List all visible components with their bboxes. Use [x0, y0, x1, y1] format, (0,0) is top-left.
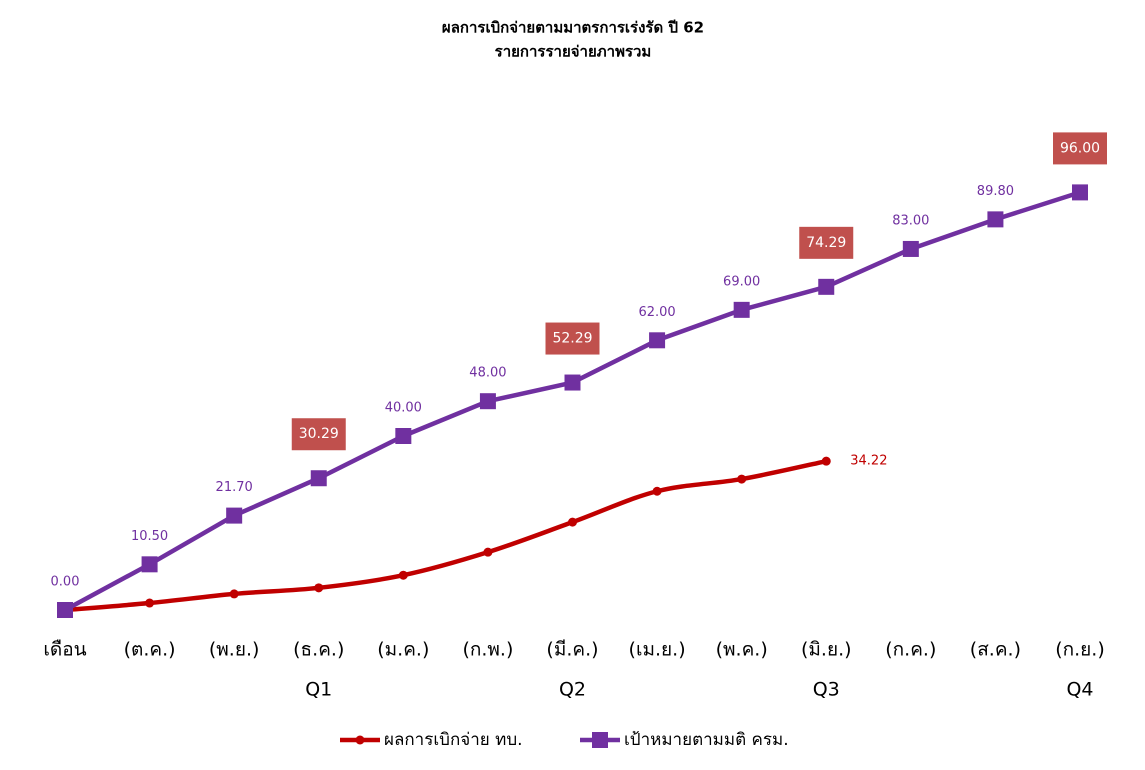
- chart-title: ผลการเบิกจ่ายตามมาตรการเร่งรัด ปี 62: [442, 19, 704, 37]
- data-label: 74.29: [806, 235, 846, 251]
- data-label: 96.00: [1060, 140, 1100, 156]
- legend-label: เป้าหมายตามมติ ครม.: [624, 730, 789, 750]
- data-label: 52.29: [552, 331, 592, 347]
- x-tick-label: (มิ.ย.): [801, 639, 852, 661]
- point: [733, 301, 750, 318]
- x-tick-label: (ธ.ค.): [293, 639, 344, 661]
- x-tick-label: (ก.ค.): [885, 639, 936, 661]
- x-tick-label: (ส.ค.): [970, 639, 1021, 661]
- x-tick-label: (มี.ค.): [546, 639, 598, 661]
- point: [568, 517, 577, 527]
- point: [57, 602, 73, 618]
- point: [310, 470, 327, 487]
- point: [226, 507, 243, 524]
- data-label: 40.00: [385, 401, 422, 416]
- x-tick-label: (พ.ค.): [716, 639, 768, 661]
- data-label: 30.29: [299, 426, 339, 442]
- legend-marker: [355, 735, 365, 745]
- data-label: 89.80: [977, 184, 1014, 199]
- x-tick-label: (ก.ย.): [1055, 639, 1105, 661]
- label-box: [291, 418, 346, 451]
- point: [987, 211, 1004, 228]
- point: [821, 456, 831, 466]
- x-tick-label: (ก.พ.): [462, 639, 513, 661]
- point: [483, 547, 493, 557]
- x-tick-label: เดือน: [43, 639, 86, 661]
- label-box: [1053, 132, 1107, 165]
- quarter-label: Q1: [305, 679, 332, 701]
- point: [479, 393, 496, 410]
- point: [314, 583, 324, 593]
- data-label: 48.00: [469, 366, 506, 381]
- x-tick-label: (เม.ย.): [629, 639, 686, 661]
- point: [141, 556, 158, 573]
- point: [229, 589, 239, 599]
- series-line: [64, 458, 827, 613]
- quarter-label: Q2: [559, 679, 586, 701]
- data-label: 83.00: [892, 213, 929, 228]
- legend-label: ผลการเบิกจ่าย ทบ.: [384, 730, 523, 750]
- data-label: 21.70: [216, 480, 253, 495]
- x-tick-label: (ม.ค.): [377, 639, 429, 661]
- quarter-label: Q4: [1066, 679, 1093, 701]
- series-line: [63, 190, 1081, 612]
- data-label: 62.00: [638, 305, 675, 320]
- x-tick-label: (ต.ค.): [124, 639, 176, 661]
- point: [818, 278, 835, 295]
- point: [145, 598, 155, 608]
- data-label: 0.00: [51, 575, 80, 590]
- chart-subtitle: รายการรายจ่ายภาพรวม: [495, 43, 652, 61]
- point: [395, 428, 412, 444]
- data-label: 34.22: [850, 454, 887, 469]
- point: [737, 474, 747, 484]
- legend-marker: [592, 732, 608, 748]
- point: [649, 332, 666, 349]
- point: [1072, 184, 1088, 201]
- point: [398, 570, 408, 580]
- data-label: 10.50: [131, 529, 168, 544]
- point: [652, 486, 662, 496]
- label-box: [799, 226, 854, 259]
- data-label: 69.00: [723, 274, 760, 289]
- point: [564, 374, 581, 391]
- x-tick-label: (พ.ย.): [209, 639, 260, 661]
- label-box: [545, 322, 600, 355]
- point: [902, 240, 919, 257]
- quarter-label: Q3: [813, 679, 840, 701]
